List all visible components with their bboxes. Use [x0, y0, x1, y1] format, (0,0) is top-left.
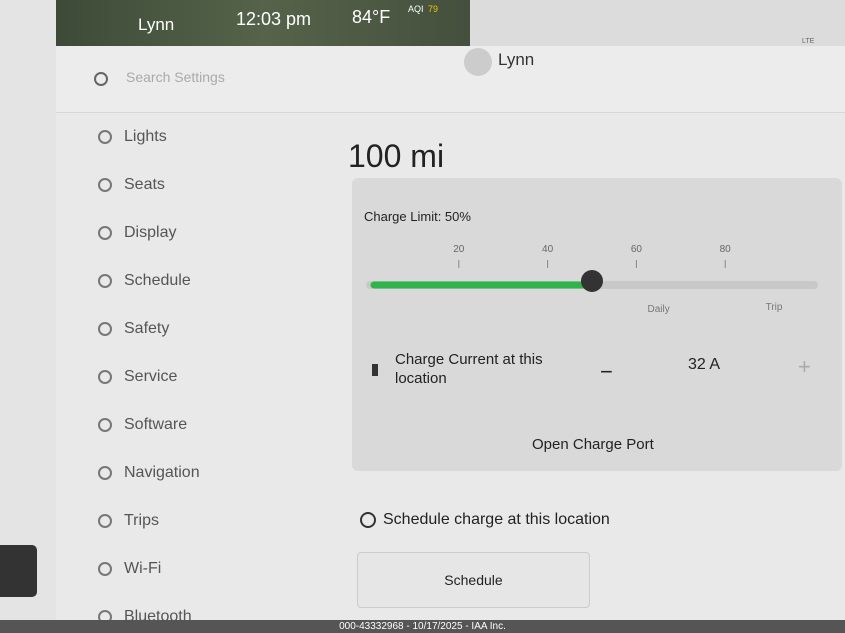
menu-item[interactable]: Display	[98, 224, 176, 242]
slider-tick-label: 20	[453, 244, 465, 255]
left-strip	[0, 0, 57, 633]
status-user: Lynn	[138, 15, 175, 34]
menu-item[interactable]: Software	[98, 416, 187, 434]
menu-icon	[98, 226, 112, 240]
slider-tick-label: 80	[720, 244, 732, 255]
menu-item[interactable]: Schedule	[98, 272, 191, 290]
menu-icon	[98, 370, 112, 384]
increase[interactable]: +	[798, 354, 811, 379]
avatar	[464, 48, 492, 76]
decrease[interactable]: −	[600, 359, 613, 384]
header-user[interactable]: Lynn	[498, 50, 535, 69]
menu-label: Display	[124, 224, 177, 241]
menu-item[interactable]: Safety	[98, 320, 169, 338]
menu-label: Schedule	[124, 272, 191, 289]
menu-icon	[98, 322, 112, 336]
open-port[interactable]: Open Charge Port	[532, 436, 654, 453]
menu-icon	[98, 514, 112, 528]
schedule-heading: Schedule charge at this location	[383, 511, 610, 528]
zone-label: Trip	[766, 302, 783, 313]
slider-knob	[581, 270, 603, 292]
aqi-value: 79	[428, 4, 439, 14]
charge-limit-label: Charge Limit: 50%	[364, 209, 471, 224]
menu-label: Service	[124, 368, 178, 385]
menu-icon	[98, 562, 112, 576]
menu-label: Software	[124, 416, 188, 433]
menu-icon	[98, 178, 112, 192]
aqi-label: AQI	[408, 4, 424, 14]
search-icon	[94, 72, 108, 86]
menu-label: Wi-Fi	[124, 560, 162, 577]
status-bar: Lynn 12:03 pm 84°F AQI 79	[56, 0, 470, 46]
menu-item[interactable]: Service	[98, 368, 177, 386]
charge-current-value: 32 A	[688, 356, 721, 373]
menu-item[interactable]: Trips	[98, 512, 159, 530]
clock-icon	[360, 512, 376, 528]
menu-label: Safety	[124, 320, 170, 337]
status-temp: 84°F	[352, 7, 391, 27]
signal: LTE	[802, 38, 815, 45]
charge-slider[interactable]: 20 40 60 80 Daily Trip	[352, 228, 842, 328]
menu-label: Trips	[124, 512, 159, 529]
menu-label: Seats	[124, 176, 165, 193]
menu-label: Lights	[124, 128, 167, 145]
menu-icon	[98, 130, 112, 144]
menu-icon	[98, 418, 112, 432]
charge-current-label: Charge Current at this location	[395, 351, 543, 387]
range: 100 mi	[348, 138, 445, 174]
menu-icon	[98, 466, 112, 480]
search-input[interactable]: Search Settings	[126, 69, 225, 85]
charge-panel: Charge Limit: 50% 20 40 60 80 Daily Trip Char…	[352, 178, 842, 471]
settings-header: Search Settings Lynn LTE	[56, 38, 845, 113]
footer: 000-43332968 - 10/17/2025 - IAA Inc.	[0, 620, 845, 633]
schedule-button[interactable]: Schedule	[357, 552, 590, 608]
zone-label: Daily	[647, 304, 669, 315]
side-button[interactable]	[0, 545, 37, 597]
menu-item[interactable]: Lights	[98, 128, 167, 146]
menu-item[interactable]: Navigation	[98, 464, 200, 482]
menu-item[interactable]: Wi-Fi	[98, 560, 161, 578]
plug-icon	[372, 364, 378, 376]
menu-icon	[98, 274, 112, 288]
slider-tick-label: 40	[542, 244, 554, 255]
status-time: 12:03 pm	[236, 9, 312, 29]
menu-item[interactable]: Seats	[98, 176, 165, 194]
slider-tick-label: 60	[631, 244, 643, 255]
menu-label: Navigation	[124, 464, 200, 481]
